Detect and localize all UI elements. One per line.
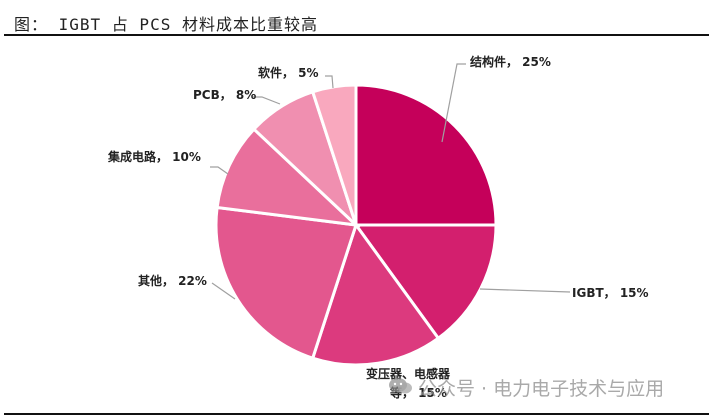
- pie-slice-2: [310, 221, 441, 367]
- leader-other: [211, 282, 236, 300]
- leader-ic: [210, 166, 229, 175]
- figure-title: 图： IGBT 占 PCS 材料成本比重较高: [14, 15, 318, 34]
- bottom-rule: [4, 413, 709, 415]
- label-ic: 集成电路， 10%: [108, 150, 201, 164]
- leader-lines: [210, 63, 571, 300]
- pie-slice-6: [310, 83, 358, 226]
- leader-jiegoujian: [441, 63, 466, 143]
- label-igbt: IGBT， 15%: [572, 286, 649, 300]
- label-transformer-line1: 变压器、电感器: [366, 367, 451, 381]
- top-rule: [4, 34, 709, 36]
- leader-software: [325, 75, 334, 89]
- label-software: 软件， 5%: [258, 66, 319, 80]
- pie-slice-3: [214, 205, 358, 361]
- leader-pcb: [252, 96, 281, 105]
- watermark: 公众号 · 电力电子技术与应用: [418, 378, 665, 400]
- pie-slice-4: [215, 127, 361, 228]
- pie-slices: [214, 83, 498, 367]
- pie-slice-0: [354, 83, 498, 227]
- label-jiegoujian: 结构件， 25%: [470, 55, 551, 69]
- wechat-icon: [389, 378, 412, 394]
- leader-igbt: [479, 288, 571, 293]
- label-pcb: PCB， 8%: [193, 88, 257, 102]
- label-other: 其他， 22%: [138, 274, 207, 288]
